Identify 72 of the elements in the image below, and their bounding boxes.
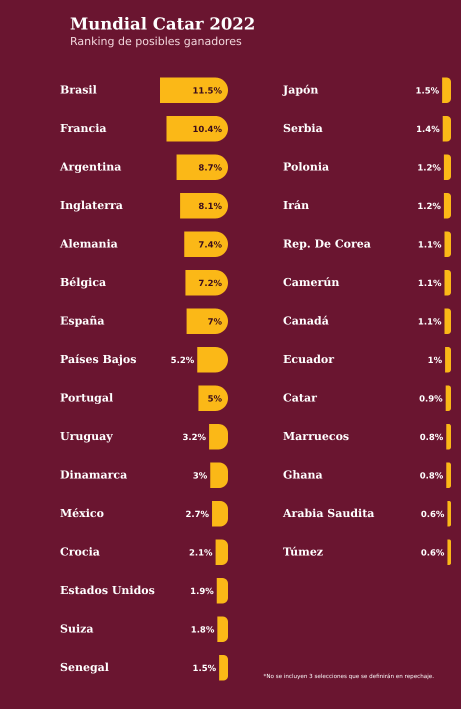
- data-label: 1.2%: [417, 202, 442, 212]
- y-tick-label: Arabia Saudita: [282, 506, 374, 520]
- data-label: 1.9%: [190, 586, 214, 597]
- bar: [186, 308, 228, 334]
- y-tick-label: Ecuador: [283, 352, 334, 366]
- data-label: 1.2%: [417, 163, 442, 174]
- y-tick-label: Países Bajos: [60, 352, 136, 366]
- data-label: 7%: [208, 317, 222, 328]
- data-label: 2.1%: [189, 548, 214, 558]
- data-label: 1.1%: [418, 278, 442, 289]
- chart-subtitle: Ranking de posibles ganadores: [70, 35, 242, 48]
- y-tick-label: Polonia: [283, 160, 330, 174]
- data-label: 0.6%: [420, 510, 445, 520]
- bar: [180, 193, 228, 218]
- y-tick-label: Alemania: [59, 237, 118, 250]
- y-tick-label: Suiza: [60, 622, 94, 636]
- data-label: 8.1%: [198, 202, 222, 212]
- y-tick-label: Francia: [60, 122, 107, 135]
- data-label: 0.8%: [420, 471, 444, 482]
- y-tick-label: Catar: [283, 391, 318, 404]
- y-tick-label: Senegal: [60, 660, 109, 674]
- bar: [176, 154, 228, 180]
- y-tick-label: Inglaterra: [60, 198, 123, 212]
- y-tick-label: Túmez: [283, 545, 324, 558]
- data-label: 1.5%: [192, 664, 217, 674]
- y-tick-label: Marruecos: [283, 430, 350, 443]
- bar: [212, 501, 228, 526]
- y-tick-label: Serbia: [283, 122, 323, 135]
- bar: [185, 270, 228, 296]
- y-tick-label: Irán: [283, 198, 310, 212]
- data-label: 8.7%: [198, 163, 222, 174]
- y-tick-label: Rep. De Corea: [283, 237, 371, 250]
- y-tick-label: Brasil: [60, 83, 97, 96]
- data-label: 1.4%: [416, 124, 440, 135]
- bar: [216, 540, 228, 565]
- data-label: 3%: [192, 471, 208, 482]
- y-tick-label: Portugal: [60, 391, 114, 404]
- y-tick-label: Japón: [282, 83, 318, 96]
- data-label: 5%: [208, 394, 222, 404]
- y-tick-label: Ghana: [283, 468, 323, 482]
- y-tick-label: España: [60, 314, 105, 328]
- y-tick-label: Estados Unidos: [60, 584, 155, 597]
- bar: [184, 232, 228, 257]
- y-tick-label: Uruguay: [60, 430, 114, 443]
- data-label: 11.5%: [192, 86, 222, 96]
- bar: [166, 116, 228, 142]
- data-label: 7.4%: [198, 240, 222, 250]
- y-tick-label: Crocia: [60, 545, 100, 558]
- data-label: 0.8%: [420, 432, 444, 443]
- data-label: 7.2%: [198, 278, 222, 289]
- data-label: 1.1%: [418, 240, 442, 250]
- data-label: 10.4%: [192, 124, 222, 135]
- data-label: 5.2%: [170, 356, 195, 366]
- bar: [217, 616, 228, 642]
- bar: [160, 78, 228, 103]
- data-label: 1.8%: [190, 625, 215, 636]
- y-tick-label: Canadá: [283, 314, 329, 328]
- y-tick-label: Camerún: [283, 276, 340, 289]
- data-label: 1.1%: [418, 317, 442, 328]
- data-label: 2.7%: [185, 510, 210, 520]
- data-label: 3.2%: [182, 432, 207, 443]
- data-label: 0.6%: [420, 548, 445, 558]
- chart-title: Mundial Catar 2022: [70, 14, 256, 34]
- data-label: 0.9%: [419, 394, 444, 404]
- bar: [219, 655, 228, 680]
- y-tick-label: Dinamarca: [60, 468, 128, 482]
- y-tick-label: Bélgica: [60, 276, 106, 289]
- data-label: 1.5%: [416, 86, 440, 96]
- bar: [216, 578, 228, 604]
- y-tick-label: Argentina: [59, 160, 122, 174]
- data-label: 1%: [428, 356, 443, 366]
- y-tick-label: México: [60, 506, 104, 520]
